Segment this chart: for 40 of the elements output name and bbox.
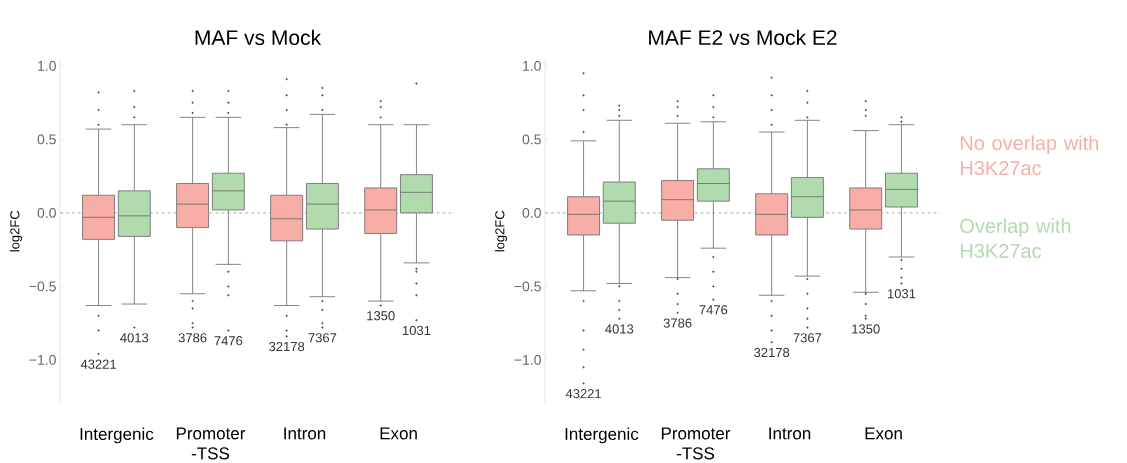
y-tick-label: 1.0 bbox=[523, 60, 541, 71]
x-tick-label: Promoter -TSS bbox=[176, 427, 246, 460]
y-tick-label: 0.5 bbox=[37, 134, 56, 145]
y-tick-label: 0.0 bbox=[522, 207, 541, 218]
x-tick-label: Intergenic bbox=[565, 427, 639, 444]
text: Overlap with H3K27ac bbox=[960, 218, 1071, 259]
text: 4013 bbox=[120, 333, 149, 343]
text: 1350 bbox=[852, 324, 880, 334]
text: 7367 bbox=[793, 333, 822, 343]
text: 1350 bbox=[367, 311, 395, 321]
text: 7476 bbox=[214, 336, 243, 346]
y-tick-label: −1.0 bbox=[29, 354, 56, 365]
text: 7476 bbox=[699, 305, 728, 315]
y-tick-label: −0.5 bbox=[514, 281, 541, 292]
text: 7367 bbox=[308, 333, 337, 343]
y-tick-label: 0.5 bbox=[522, 134, 541, 145]
y-axis-title: log2FC bbox=[9, 210, 23, 252]
text: 4013 bbox=[605, 324, 634, 334]
y-tick-label: 1.0 bbox=[38, 60, 56, 71]
text: 3786 bbox=[663, 318, 692, 328]
y-tick-label: −1.0 bbox=[514, 354, 541, 365]
text: 43221 bbox=[80, 359, 116, 369]
x-tick-label: Promoter -TSS bbox=[661, 427, 731, 460]
text: 43221 bbox=[565, 389, 601, 399]
text: 3786 bbox=[178, 333, 207, 343]
chart-title: MAF E2 vs Mock E2 bbox=[649, 29, 837, 46]
x-tick-label: Intron bbox=[769, 427, 811, 440]
text: 1031 bbox=[402, 325, 431, 336]
text: 32178 bbox=[754, 347, 790, 358]
y-tick-label: 0.0 bbox=[37, 207, 56, 218]
x-tick-label: Intergenic bbox=[80, 427, 154, 444]
x-tick-label: Intron bbox=[284, 427, 326, 440]
text: No overlap with H3K27ac bbox=[960, 135, 1099, 176]
text: 32178 bbox=[269, 341, 305, 352]
x-tick-label: Exon bbox=[865, 427, 902, 440]
text: 1031 bbox=[887, 289, 916, 299]
y-axis-title: log2FC bbox=[494, 210, 508, 252]
chart-title: MAF vs Mock bbox=[195, 29, 322, 46]
x-tick-label: Exon bbox=[380, 427, 417, 440]
y-tick-label: −0.5 bbox=[29, 281, 56, 292]
